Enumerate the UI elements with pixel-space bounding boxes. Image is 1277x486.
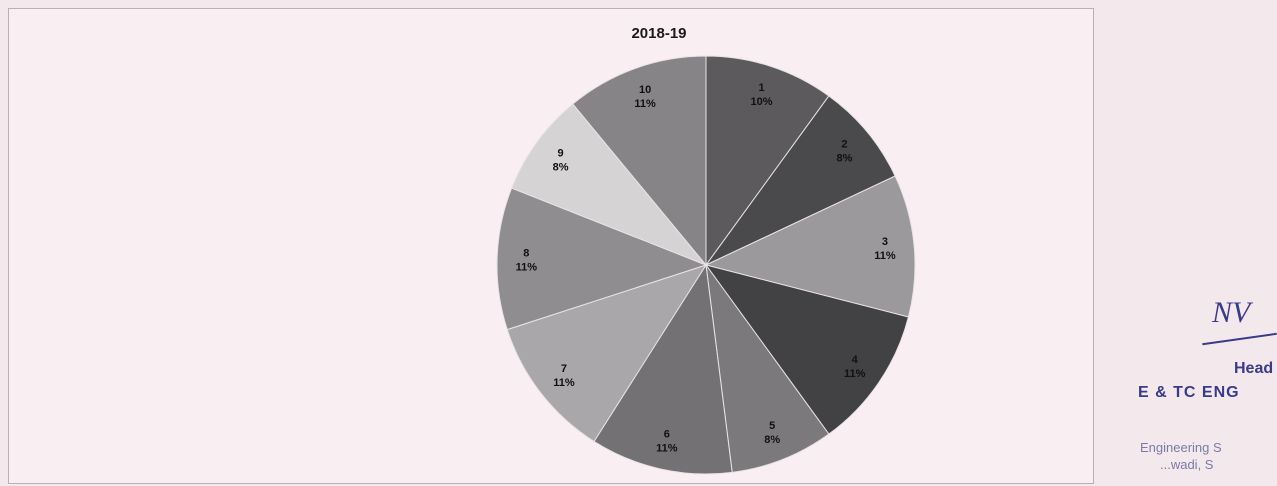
stamp-line-college: Engineering S xyxy=(1140,440,1222,455)
slice-label-3: 3 xyxy=(882,236,888,248)
slice-percent-2: 8% xyxy=(837,152,853,164)
slice-percent-7: 11% xyxy=(553,377,575,389)
signature-underline xyxy=(1202,332,1277,346)
pie-slice-9 xyxy=(511,103,707,266)
chart-title: 2018-19 xyxy=(631,25,686,42)
slice-percent-5: 8% xyxy=(764,434,780,446)
stamp-line-head: Head xyxy=(1234,360,1274,377)
pie-slice-7 xyxy=(506,264,708,443)
slice-label-10: 10 xyxy=(639,84,651,96)
slice-percent-9: 8% xyxy=(553,161,569,173)
slice-percent-8: 11% xyxy=(516,261,538,273)
signature-stamp: NV Head E & TC ENG Engineering S ...wadi… xyxy=(1120,290,1277,486)
pie-slice-1 xyxy=(705,55,830,267)
slice-labels: 1 10% 2 8% 3 11% 4 11% 5 8% 6 11% 7 11% 8 11% 9 8% 10 11% xyxy=(516,82,896,454)
stamp-line-place: ...wadi, S xyxy=(1160,457,1214,472)
pie-chart: 2018-19 1 10% 2 8% 3 11% 4 11% 5 8% 6 11% 7 11% 8 11% 9 8… xyxy=(496,25,916,475)
stamp-line-dept: E & TC ENG xyxy=(1138,384,1240,401)
pie-slice-4 xyxy=(704,264,910,435)
pie-slice-2 xyxy=(705,95,896,266)
slice-label-8: 8 xyxy=(523,247,529,259)
slice-label-1: 1 xyxy=(758,82,764,94)
pie-slice-8 xyxy=(496,187,708,331)
slice-percent-1: 10% xyxy=(751,96,773,108)
slice-percent-10: 11% xyxy=(634,98,656,110)
slice-percent-6: 11% xyxy=(656,442,678,454)
chart-area: 2018-19 1 10% 2 8% 3 11% 4 11% 5 8% 6 11% 7 11% 8 11% 9 8… xyxy=(8,8,1094,484)
pie-slices xyxy=(496,55,916,475)
pie-slice-10 xyxy=(572,55,707,267)
pie-slice-5 xyxy=(705,264,830,473)
slice-label-6: 6 xyxy=(664,428,670,440)
slice-label-5: 5 xyxy=(769,420,775,432)
slice-percent-3: 11% xyxy=(874,250,896,262)
slice-label-7: 7 xyxy=(561,363,567,375)
slice-label-4: 4 xyxy=(852,354,859,366)
signature: NV xyxy=(1212,296,1251,329)
slice-percent-4: 11% xyxy=(844,368,866,380)
pie-slice-3 xyxy=(704,175,916,318)
pie-slice-6 xyxy=(593,263,733,475)
slice-label-9: 9 xyxy=(558,147,564,159)
slice-label-2: 2 xyxy=(841,138,847,150)
